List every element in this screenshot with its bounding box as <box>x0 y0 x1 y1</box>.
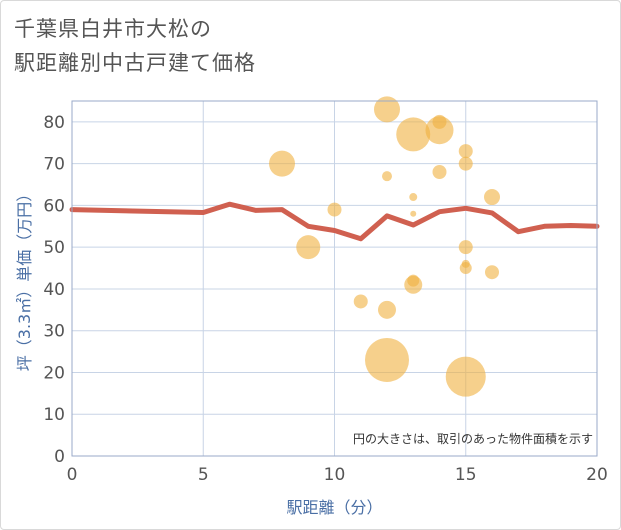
x-tick-0: 0 <box>67 465 78 485</box>
bubble-size-note: 円の大きさは、取引のあった物件面積を示す <box>353 431 593 446</box>
bubble-14 <box>425 116 454 145</box>
bubble-9 <box>409 193 418 202</box>
bubble-6 <box>365 337 409 382</box>
bubble-0 <box>269 150 295 177</box>
y-tick-70: 70 <box>43 155 65 175</box>
y-tick-50: 50 <box>43 238 65 258</box>
bubble-12 <box>404 275 423 294</box>
y-tick-30: 30 <box>43 322 65 342</box>
bubble-16 <box>458 144 473 159</box>
y-tick-60: 60 <box>43 196 65 216</box>
bubble-23 <box>485 265 499 280</box>
x-tick-5: 5 <box>198 465 209 485</box>
bubble-4 <box>374 96 400 123</box>
x-axis-label: 駅距離（分） <box>286 498 382 517</box>
bubble-2 <box>327 202 342 217</box>
bubble-8 <box>396 117 431 152</box>
bubble-18 <box>458 240 473 255</box>
plot-border <box>71 100 598 457</box>
bubble-20 <box>459 262 472 275</box>
y-tick-40: 40 <box>43 280 65 300</box>
bubble-15 <box>432 165 447 179</box>
x-tick-20: 20 <box>586 465 608 485</box>
bubble-5 <box>378 300 396 319</box>
bubble-7 <box>382 171 392 182</box>
x-tick-10: 10 <box>324 465 346 485</box>
bubble-22 <box>484 189 500 206</box>
y-tick-80: 80 <box>43 113 65 133</box>
x-tick-labels: 0 5 10 15 20 <box>67 465 608 485</box>
title-line-2: 駅距離別中古戸建て価格 <box>14 51 256 75</box>
average-price-line-0 <box>69 201 600 242</box>
bubble-3 <box>353 294 368 309</box>
bubble-10 <box>410 210 417 217</box>
bubble-1 <box>296 235 321 260</box>
y-tick-0: 0 <box>54 447 65 467</box>
bubble-21 <box>445 356 486 397</box>
y-tick-20: 20 <box>43 363 65 383</box>
average-line-layer <box>69 201 600 242</box>
bubble-layer <box>269 96 500 397</box>
y-axis-label: 坪（3.3㎡）単価（万円） <box>15 186 34 371</box>
x-tick-15: 15 <box>455 465 477 485</box>
y-tick-10: 10 <box>43 405 65 425</box>
bubble-17 <box>458 156 473 171</box>
chart-title: 千葉県白井市大松の 駅距離別中古戸建て価格 <box>14 12 256 80</box>
y-tick-labels: 0 10 20 30 40 50 60 70 80 <box>43 113 65 467</box>
title-line-1: 千葉県白井市大松の <box>14 17 212 41</box>
